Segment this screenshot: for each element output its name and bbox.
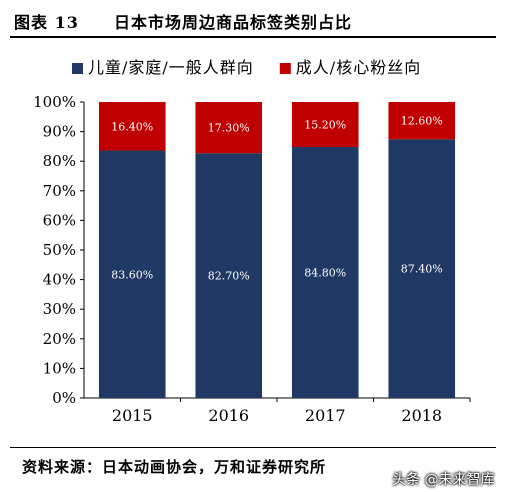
y-tick-label: 30% (43, 300, 76, 318)
bar-2018-series-1 (388, 139, 456, 398)
data-label-2015-series-2: 16.40% (111, 120, 153, 133)
footer-rule (10, 447, 496, 448)
y-tick-label: 80% (43, 152, 76, 170)
data-label-2017-series-1: 84.80% (304, 266, 346, 279)
bar-2016-series-1 (195, 153, 263, 398)
stacked-bar-chart: 儿童/家庭/一般人群向 成人/核心粉丝向 0% 10% 20% 30% 40% 50% 60% 7… (33, 58, 471, 425)
data-label-2017-series-2: 15.20% (304, 118, 346, 131)
data-label-2018-series-2: 12.60% (401, 115, 443, 128)
y-tick-label: 10% (43, 359, 76, 377)
bar-2016-series-2 (195, 102, 263, 154)
legend-swatch-1 (72, 63, 83, 74)
data-label-2016-series-1: 82.70% (208, 270, 250, 283)
legend-label-1: 儿童/家庭/一般人群向 (88, 58, 254, 77)
header-rule (10, 36, 496, 38)
y-tick-label: 20% (43, 330, 76, 348)
y-tick-label: 70% (43, 182, 76, 200)
x-tick-label: 2017 (305, 406, 346, 425)
figure-title: 日本市场周边商品标签类别占比 (114, 13, 353, 32)
y-tick-label: 0% (52, 389, 76, 407)
watermark: 头条 @未来智库 (392, 472, 495, 488)
y-tick-label: 90% (43, 123, 76, 141)
bar-2015-series-1 (98, 150, 166, 398)
data-label-2018-series-1: 87.40% (401, 263, 443, 276)
x-tick-label: 2018 (401, 406, 442, 425)
bar-2017-series-2 (291, 102, 359, 147)
bar-2017-series-1 (291, 146, 359, 398)
figure-footer: 资料来源：日本动画协会，万和证券研究所 头条 @未来智库 (0, 447, 506, 492)
y-tick-label: 100% (33, 93, 76, 111)
data-label-2016-series-2: 17.30% (208, 122, 250, 135)
legend-swatch-2 (279, 63, 291, 74)
source-note: 资料来源：日本动画协会，万和证券研究所 (22, 458, 327, 476)
y-tick-label: 50% (43, 241, 76, 259)
figure-header: 图表 13 日本市场周边商品标签类别占比 (0, 0, 506, 38)
x-tick-label: 2016 (208, 406, 249, 425)
data-label-2015-series-1: 83.60% (111, 268, 153, 281)
legend-label-2: 成人/核心粉丝向 (296, 58, 421, 77)
bar-2015-series-2 (98, 102, 166, 151)
figure-label: 图表 13 (14, 13, 79, 32)
x-tick-label: 2015 (112, 406, 153, 425)
y-tick-label: 40% (43, 271, 76, 289)
bar-2018-series-2 (388, 102, 456, 140)
y-tick-label: 60% (43, 211, 76, 229)
